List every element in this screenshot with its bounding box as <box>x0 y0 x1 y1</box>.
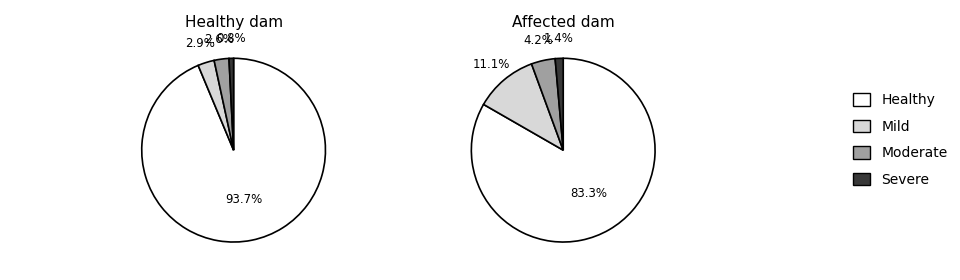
Wedge shape <box>229 58 233 150</box>
Text: 83.3%: 83.3% <box>570 187 607 200</box>
Text: 2.6%: 2.6% <box>204 32 234 46</box>
Wedge shape <box>484 64 564 150</box>
Text: 4.2%: 4.2% <box>524 34 554 47</box>
Text: 11.1%: 11.1% <box>472 58 510 71</box>
Text: 93.7%: 93.7% <box>225 193 262 206</box>
Wedge shape <box>142 58 325 242</box>
Wedge shape <box>555 58 564 150</box>
Title: Affected dam: Affected dam <box>512 15 614 30</box>
Text: 1.4%: 1.4% <box>543 32 573 45</box>
Text: 0.8%: 0.8% <box>216 32 246 45</box>
Text: 2.9%: 2.9% <box>185 37 215 50</box>
Wedge shape <box>532 59 564 150</box>
Legend: Healthy, Mild, Moderate, Severe: Healthy, Mild, Moderate, Severe <box>848 88 953 192</box>
Wedge shape <box>214 59 233 150</box>
Wedge shape <box>198 60 233 150</box>
Title: Healthy dam: Healthy dam <box>184 15 282 30</box>
Wedge shape <box>471 58 655 242</box>
